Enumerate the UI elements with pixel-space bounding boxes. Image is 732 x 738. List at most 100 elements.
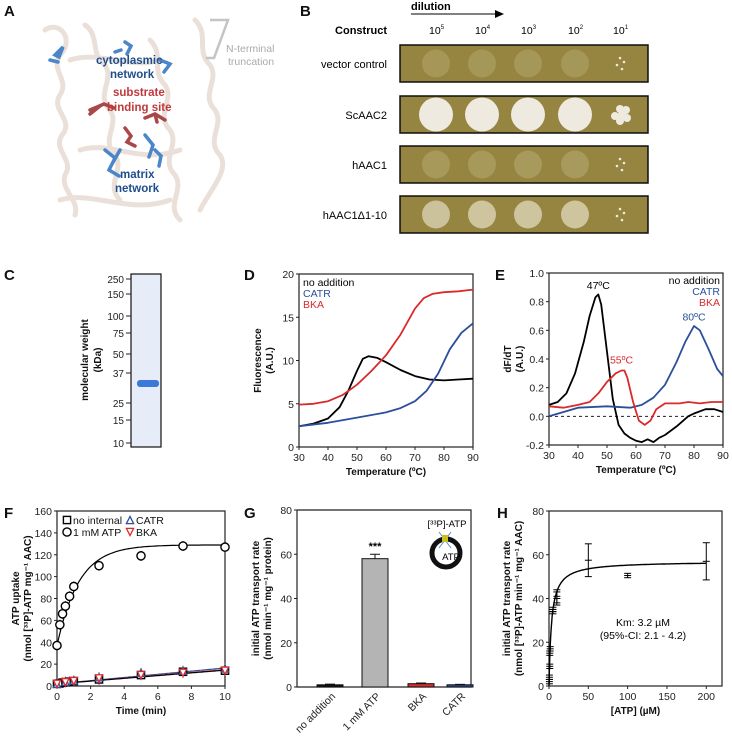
colony-spot — [422, 49, 450, 78]
bar — [407, 683, 435, 688]
y-tick-label: 20 — [282, 269, 294, 281]
colony-spot — [511, 97, 545, 132]
label-matrix-network: matrix network — [115, 169, 160, 195]
legend-entry: CATR — [303, 288, 331, 300]
y-tick-label: 60 — [40, 615, 52, 627]
triangle-down-marker — [69, 676, 79, 687]
x-tick-label: 30 — [543, 450, 555, 462]
construct-row-label: hAAC1Δ1-10 — [323, 210, 387, 222]
circle-marker — [52, 640, 62, 651]
plot-frame — [548, 510, 723, 687]
construct-row-label: vector control — [321, 59, 387, 71]
dilution-exponent: 2 — [580, 25, 584, 31]
bar — [446, 684, 474, 688]
x-tick-label: 10 — [219, 691, 231, 703]
legend-entry: BKA — [136, 527, 157, 539]
y-tick-label: 100 — [34, 572, 52, 584]
marker-label: 15 — [113, 416, 125, 427]
chart-h: 0 50 100 150 200 0 20 40 60 80 [ATP] (µM) initial A… — [502, 506, 723, 717]
legend-entry: BKA — [303, 299, 324, 311]
marker-label: 37 — [113, 369, 125, 380]
colony-dot — [623, 114, 631, 122]
triangle-down-marker — [52, 679, 62, 689]
colony-spot — [558, 97, 592, 132]
x-tick-label: 80 — [688, 450, 700, 462]
colony-spot — [561, 200, 589, 229]
y-tick-label: 60 — [280, 549, 292, 561]
dilution-label: dilution — [411, 1, 451, 13]
chart-d: 30 40 50 60 70 80 90 0 5 10 15 20 Temperature (ºC) Fl… — [253, 269, 479, 478]
x-tick-label: 40 — [322, 452, 334, 464]
circle-marker — [62, 527, 72, 537]
dilution-exponent: 1 — [625, 25, 629, 31]
y-tick-label: 160 — [34, 506, 52, 518]
y-axis-label: molecular weight (kDa) — [80, 318, 104, 400]
x-tick-label: 150 — [658, 691, 676, 703]
triangle-down-marker — [60, 677, 71, 688]
dilution-header: 105 — [429, 25, 445, 37]
colony-dot — [615, 214, 619, 218]
x-tick-label: 40 — [572, 450, 584, 462]
x-tick-label: 2 — [88, 691, 94, 703]
colony-spot — [514, 200, 542, 229]
y-tick-label: 0 — [286, 682, 292, 694]
colony-dot — [620, 218, 624, 222]
colony-spot — [422, 150, 450, 179]
x-axis-label: [ATP] (µM) — [611, 706, 660, 717]
y-axis-label: initial ATP transport rate(nmol [³³P]-AT… — [502, 521, 525, 676]
x-tick-label: 50 — [582, 691, 594, 703]
bar — [316, 684, 344, 688]
panel-label-h: H — [497, 505, 508, 522]
dilution-exponent: 3 — [533, 25, 537, 31]
triangle-up-marker — [125, 514, 135, 525]
transporter-icon — [442, 535, 448, 542]
circle-marker — [220, 542, 230, 552]
legend-entry: 1 mM ATP — [73, 527, 121, 539]
marker-label: 75 — [113, 329, 125, 340]
x-tick-label: 4 — [121, 691, 127, 703]
bar — [361, 558, 389, 688]
plot-frame — [548, 272, 724, 446]
colony-dot — [616, 117, 624, 125]
panel-label-e: E — [495, 267, 505, 284]
inset-outside-label: [³³P]-ATP — [428, 519, 467, 530]
y-tick-label: 15 — [282, 312, 294, 324]
circle-marker — [64, 591, 75, 602]
y-axis-label: dF/dT(A.U.) — [503, 345, 526, 372]
km-annotation: Km: 3.2 µM — [616, 617, 670, 629]
label-cytoplasmic-network: cytoplasmic network — [96, 55, 163, 81]
panel-label-a: A — [4, 3, 15, 20]
panel-label-f: F — [4, 505, 13, 522]
colony-dot — [618, 56, 622, 60]
legend-entry: no addition — [303, 277, 355, 289]
y-tick-label: 0.6 — [529, 325, 544, 337]
y-tick-label: 60 — [532, 550, 544, 562]
arrow-head-icon — [495, 10, 504, 18]
series-line-bka — [548, 369, 723, 426]
y-tick-label: 20 — [40, 659, 52, 671]
dilution-header: 103 — [521, 25, 537, 37]
gel-lane — [130, 273, 162, 448]
circle-marker — [69, 581, 79, 592]
y-tick-label: 0 — [288, 442, 294, 454]
construct-row-label: hAAC1 — [352, 160, 387, 172]
agar-plate — [399, 195, 649, 234]
y-tick-label: 20 — [532, 637, 544, 649]
x-tick-label: 90 — [717, 450, 729, 462]
colony-spot — [468, 49, 496, 78]
protein-structure: cytoplasmic network substrate binding site… — [42, 17, 274, 223]
y-tick-label: 140 — [34, 528, 52, 540]
series-line-no-addition — [298, 355, 474, 428]
x-tick-label: 0 — [54, 691, 60, 703]
fit-curve — [548, 562, 707, 687]
x-axis-label: Time (min) — [116, 706, 166, 717]
circle-marker — [136, 551, 146, 561]
label-substrate-binding-site: substrate binding site — [107, 87, 172, 114]
gel-panel: 250 150 100 75 50 37 25 15 10 molecular weight (kD… — [80, 273, 162, 450]
marker-label: 25 — [113, 399, 125, 410]
y-tick-label: 20 — [280, 638, 292, 650]
colony-dot — [615, 164, 619, 168]
agar-plate — [399, 145, 649, 184]
panel-label-g: G — [244, 505, 256, 522]
